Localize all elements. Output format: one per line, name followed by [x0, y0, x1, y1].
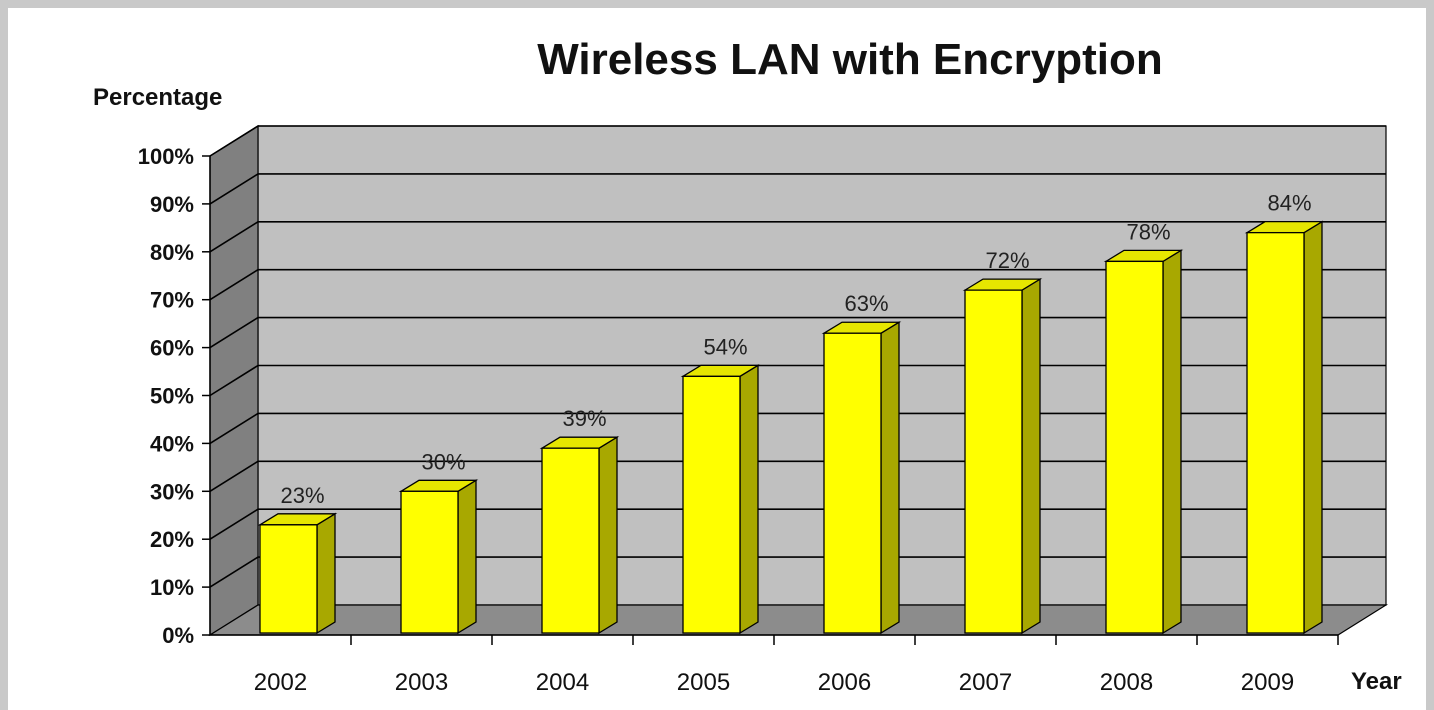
data-label: 84% — [1267, 191, 1311, 216]
y-tick-label: 80% — [150, 240, 194, 265]
data-label: 54% — [703, 334, 747, 359]
bar — [680, 364, 761, 635]
bar-front — [1246, 231, 1305, 634]
chart-frame: Wireless LAN with Encryption Percentage … — [8, 8, 1426, 710]
y-tick-label: 50% — [150, 384, 194, 409]
bar — [1103, 249, 1184, 635]
x-tick-label: 2003 — [395, 669, 448, 696]
bar — [398, 479, 479, 635]
x-tick-label: 2004 — [536, 669, 589, 696]
bar — [962, 277, 1043, 635]
y-tick-label: 10% — [150, 575, 194, 600]
bars — [257, 220, 1325, 635]
data-label: 72% — [985, 248, 1029, 273]
bar — [257, 512, 338, 635]
chart-title: Wireless LAN with Encryption — [537, 35, 1162, 84]
gridline — [209, 125, 1386, 157]
gridline — [209, 268, 1386, 301]
bar-side — [316, 512, 336, 635]
bar-side — [1303, 220, 1323, 635]
bar-side — [1162, 249, 1182, 635]
y-tick-label: 70% — [150, 288, 194, 313]
bar — [539, 436, 620, 635]
x-tick-label: 2009 — [1241, 669, 1294, 696]
x-tick-label: 2005 — [677, 669, 730, 696]
y-tick-label: 20% — [150, 527, 194, 552]
gridline — [209, 221, 1386, 253]
y-tick-label: 0% — [162, 623, 194, 648]
data-label: 78% — [1126, 219, 1170, 244]
floor — [207, 604, 1389, 636]
bar-front — [400, 490, 459, 634]
y-axis-title: Percentage — [93, 84, 222, 111]
bar-front — [259, 524, 318, 634]
bar-front — [964, 289, 1023, 634]
bar-front — [682, 375, 741, 634]
y-tick-label: 90% — [150, 192, 194, 217]
data-label: 39% — [562, 406, 606, 431]
chart-walls — [207, 124, 1389, 637]
y-tick-label: 30% — [150, 479, 194, 504]
data-label: 23% — [280, 483, 324, 508]
bar-front — [541, 447, 600, 634]
bar — [821, 321, 902, 635]
bar-front — [823, 332, 882, 634]
y-tick-label: 60% — [150, 336, 194, 361]
x-tick-label: 2002 — [254, 669, 307, 696]
y-tick-label: 40% — [150, 431, 194, 456]
data-label: 30% — [421, 449, 465, 474]
gridline — [209, 173, 1386, 205]
bar-side — [598, 436, 618, 635]
bar-side — [1021, 277, 1041, 635]
labels: Wireless LAN with Encryption Percentage … — [93, 35, 1402, 696]
bar-side — [739, 364, 759, 635]
x-tick-label: 2007 — [959, 669, 1012, 696]
axes — [202, 155, 1339, 645]
y-tick-label: 100% — [138, 144, 194, 169]
bar-side — [457, 479, 477, 635]
bar-chart: Wireless LAN with Encryption Percentage … — [93, 35, 1402, 696]
x-tick-label: 2006 — [818, 669, 871, 696]
bar-front — [1105, 260, 1164, 634]
data-label: 63% — [844, 291, 888, 316]
bar — [1244, 220, 1325, 635]
bar-side — [880, 321, 900, 635]
x-axis-title: Year — [1351, 668, 1402, 695]
x-tick-label: 2008 — [1100, 669, 1153, 696]
